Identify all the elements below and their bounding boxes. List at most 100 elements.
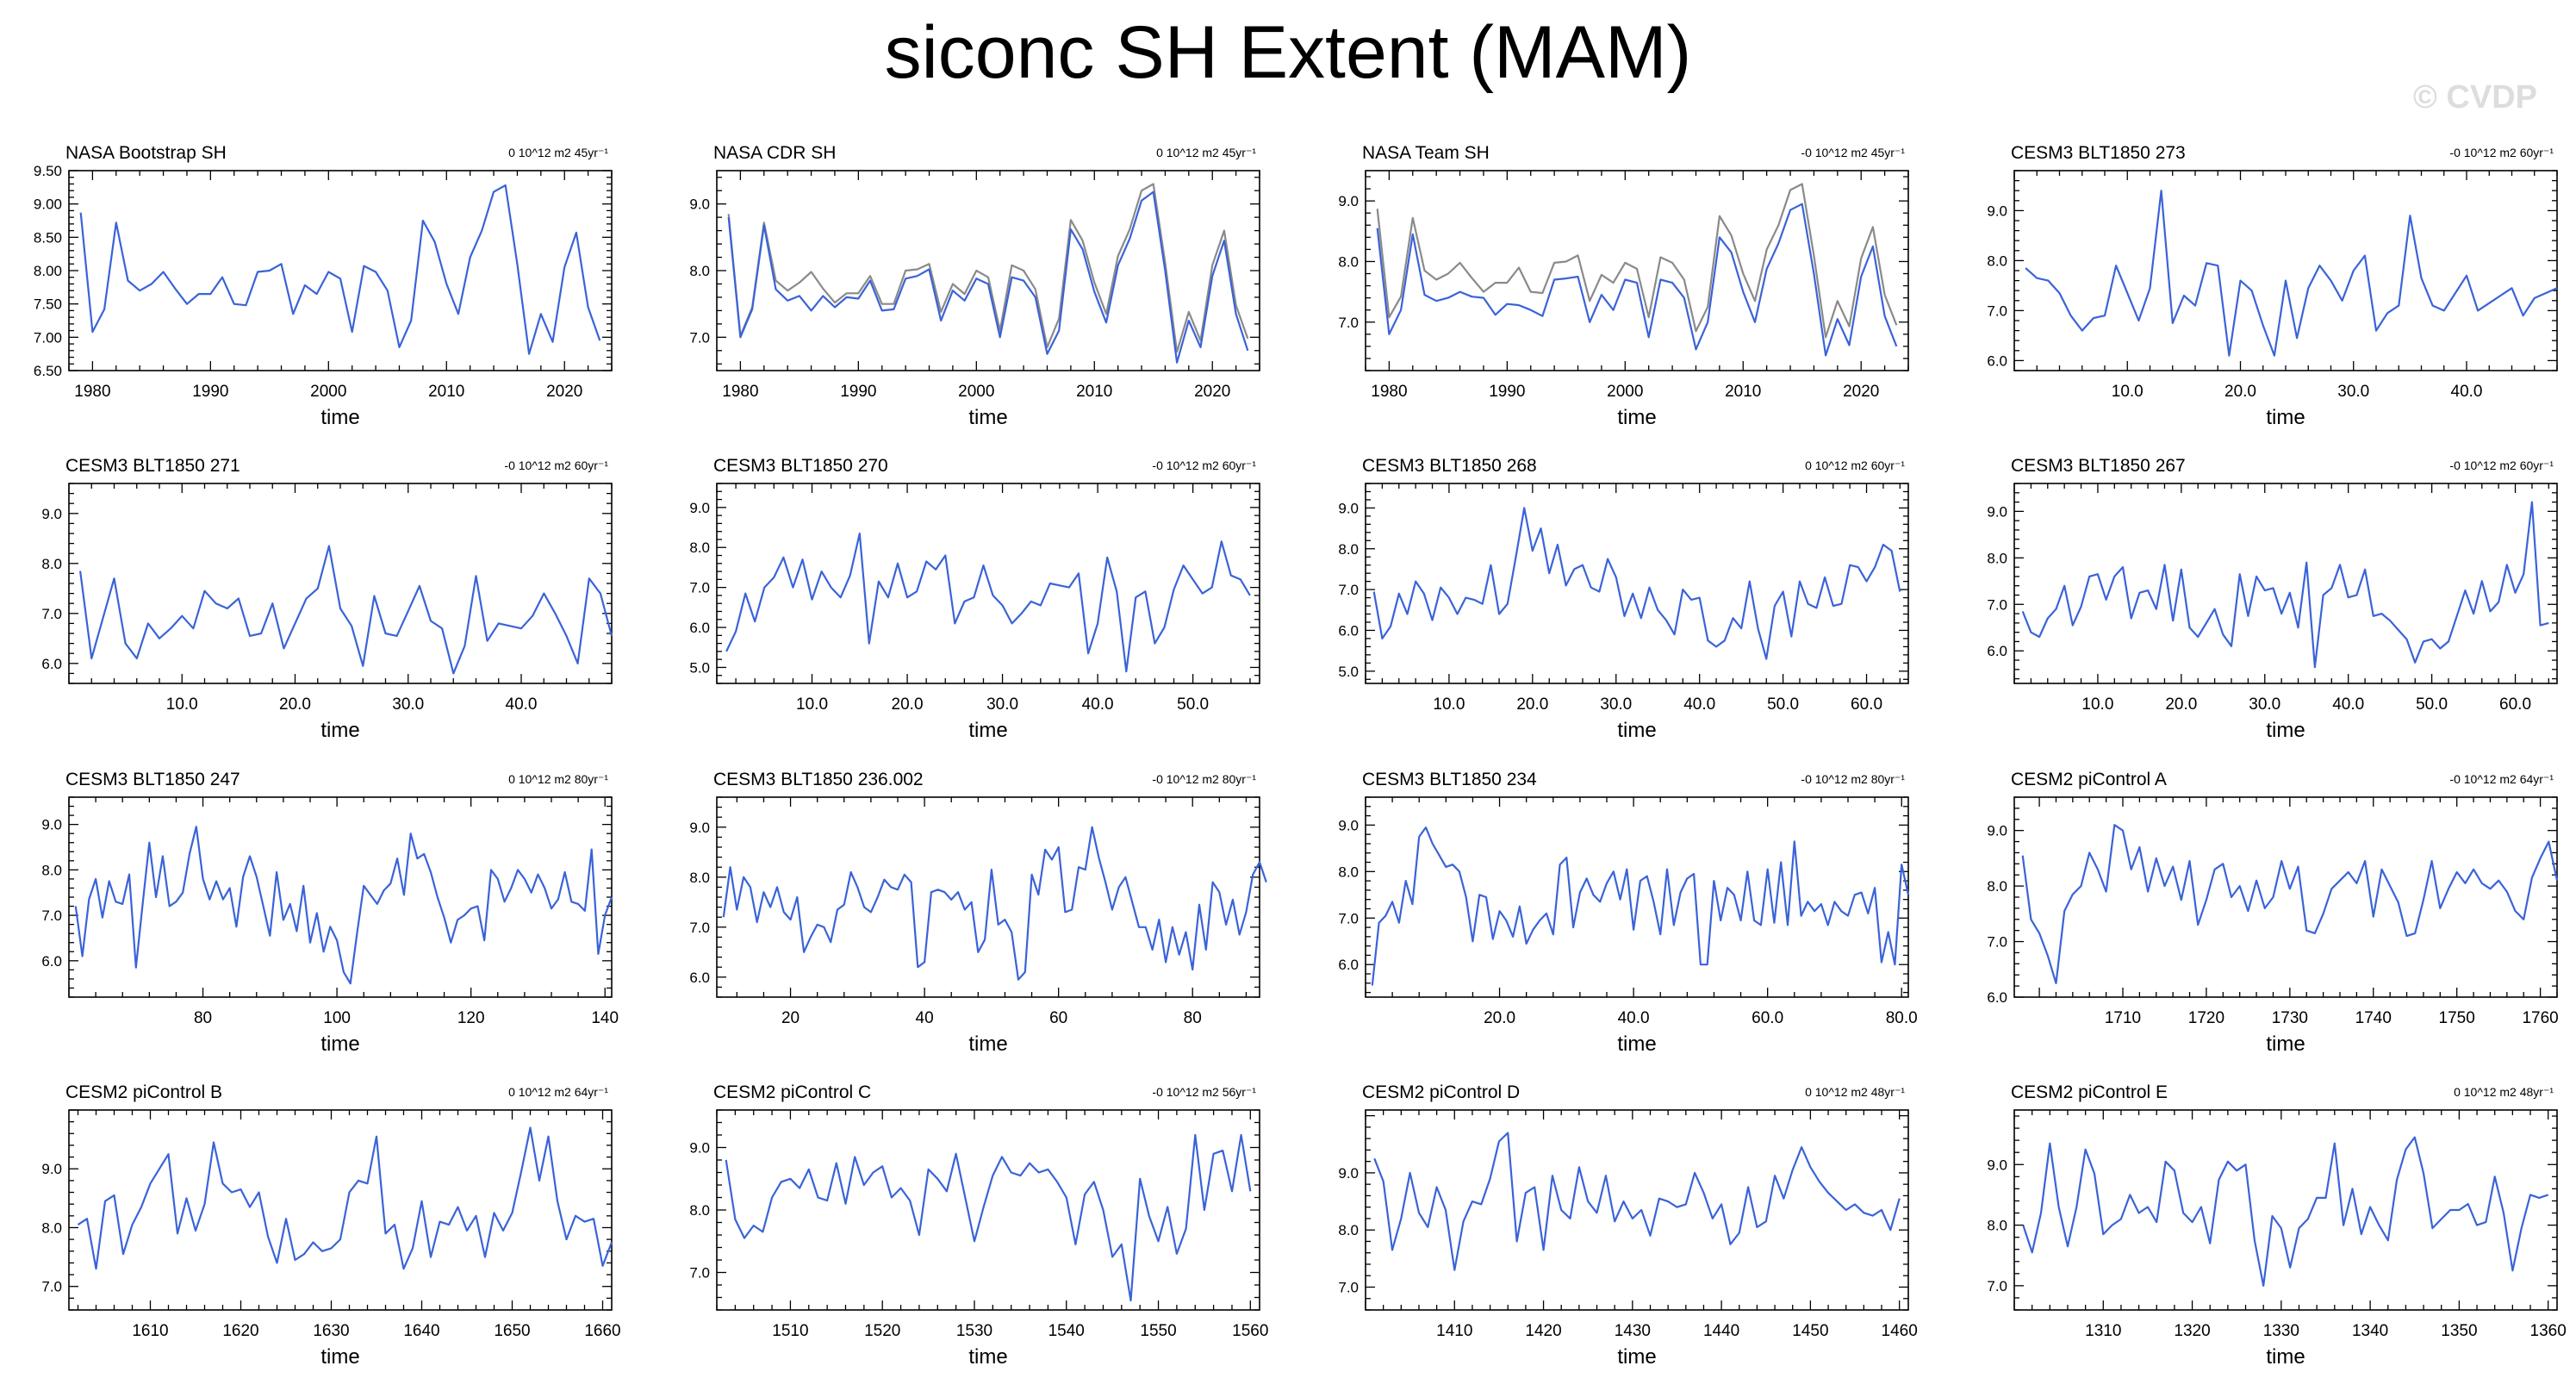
- y-tick-label: 6.0: [1987, 352, 2007, 369]
- x-tick-label: 30.0: [2337, 383, 2369, 401]
- plot-frame: [68, 1109, 613, 1311]
- trend-label: -0 10^12 m2 60yr⁻¹: [2449, 458, 2554, 472]
- trend-label: -0 10^12 m2 56yr⁻¹: [1152, 1085, 1256, 1099]
- panel-title: CESM3 BLT1850 234: [1362, 770, 1537, 789]
- x-tick-label: 1560: [1232, 1322, 1268, 1340]
- y-tick-label: 8.0: [1987, 1218, 2007, 1234]
- y-tick-label: 7.0: [1987, 596, 2007, 613]
- plot-frame: [2013, 170, 2558, 371]
- x-tick-label: 40.0: [1082, 695, 1114, 714]
- y-tick-label: 7.50: [34, 296, 62, 313]
- y-tick-label: 7.0: [1338, 1279, 1359, 1295]
- y-tick-label: 7.0: [1987, 1278, 2007, 1294]
- x-axis-label: time: [320, 406, 359, 429]
- series-line: [2021, 824, 2559, 985]
- chart-panel: CESM3 BLT1850 270 -0 10^12 m2 60yr⁻¹ 10.0 2…: [689, 456, 1260, 742]
- x-tick-label: 1520: [864, 1322, 900, 1340]
- panel-title: CESM3 BLT1850 247: [65, 770, 240, 789]
- x-tick-label: 1740: [2355, 1009, 2392, 1027]
- chart-panel: CESM3 BLT1850 234 -0 10^12 m2 80yr⁻¹ 20.0 4…: [1338, 770, 1917, 1056]
- panel-title: CESM2 piControl B: [65, 1082, 222, 1102]
- series-line: [2022, 1136, 2549, 1288]
- y-tick-label: 8.00: [34, 263, 62, 279]
- x-tick-label: 40.0: [1618, 1009, 1650, 1027]
- y-tick-label: 7.0: [689, 329, 710, 346]
- x-tick-label: 1320: [2174, 1322, 2210, 1340]
- x-tick-label: 2010: [1076, 383, 1112, 401]
- x-tick-label: 1640: [403, 1322, 439, 1340]
- chart-panel: NASA Team SH -0 10^12 m2 45yr⁻¹ 1980 1990 20…: [1338, 143, 1909, 429]
- series-line: [77, 1126, 613, 1270]
- plot-frame: [716, 483, 1260, 684]
- x-tick-label: 30.0: [986, 695, 1018, 714]
- x-tick-label: 10.0: [1433, 695, 1465, 714]
- x-tick-label: 1760: [2522, 1009, 2558, 1027]
- trend-label: -0 10^12 m2 60yr⁻¹: [504, 458, 608, 472]
- y-tick-label: 8.0: [1338, 864, 1359, 880]
- x-tick-label: 20.0: [2165, 695, 2197, 714]
- y-tick-label: 5.0: [689, 659, 710, 676]
- chart-panel: CESM3 BLT1850 268 0 10^12 m2 60yr⁻¹ 10.0 20…: [1338, 456, 1909, 742]
- x-tick-label: 1330: [2263, 1322, 2299, 1340]
- y-tick-label: 9.0: [689, 196, 710, 213]
- x-tick-label: 1660: [584, 1322, 620, 1340]
- series-line: [74, 826, 613, 985]
- trend-label: 0 10^12 m2 80yr⁻¹: [508, 772, 608, 786]
- x-tick-label: 20.0: [2224, 383, 2256, 401]
- trend-label: 0 10^12 m2 60yr⁻¹: [1805, 458, 1905, 472]
- panel-title: CESM2 piControl A: [2011, 770, 2167, 789]
- trend-label: -0 10^12 m2 45yr⁻¹: [1801, 146, 1905, 159]
- y-tick-label: 9.0: [1338, 193, 1359, 209]
- trend-label: -0 10^12 m2 64yr⁻¹: [2449, 772, 2554, 786]
- panel-title: NASA Team SH: [1362, 143, 1490, 163]
- chart-panel: CESM2 piControl E 0 10^12 m2 48yr⁻¹ 1310 13…: [1987, 1082, 2566, 1369]
- y-tick-label: 7.0: [1987, 302, 2007, 319]
- x-tick-label: 60.0: [1851, 695, 1882, 714]
- x-tick-label: 1720: [2188, 1009, 2224, 1027]
- y-tick-label: 6.0: [689, 620, 710, 636]
- x-axis-label: time: [968, 406, 1007, 429]
- y-tick-label: 7.00: [34, 329, 62, 346]
- y-tick-label: 7.0: [1338, 910, 1359, 926]
- chart-panel: CESM2 piControl C -0 10^12 m2 56yr⁻¹ 1510 1…: [689, 1082, 1268, 1369]
- plot-frame: [68, 483, 613, 684]
- series-line: [725, 532, 1251, 673]
- x-tick-label: 60.0: [1752, 1009, 1783, 1027]
- x-axis-label: time: [2266, 719, 2305, 742]
- chart-panel: CESM3 BLT1850 271 -0 10^12 m2 60yr⁻¹ 10.0 2…: [41, 456, 613, 742]
- x-tick-label: 100: [323, 1009, 351, 1027]
- x-axis-label: time: [2266, 1032, 2305, 1056]
- x-axis-label: time: [1617, 1032, 1656, 1056]
- trend-label: 0 10^12 m2 48yr⁻¹: [2454, 1085, 2554, 1099]
- panel-title: CESM2 piControl D: [1362, 1082, 1520, 1102]
- x-tick-label: 2020: [546, 383, 582, 401]
- x-tick-label: 1550: [1140, 1322, 1176, 1340]
- y-tick-label: 8.0: [1338, 253, 1359, 270]
- x-tick-label: 1750: [2439, 1009, 2475, 1027]
- plot-frame: [1365, 483, 1909, 684]
- x-tick-label: 40.0: [2332, 695, 2364, 714]
- x-axis-label: time: [2266, 1345, 2305, 1369]
- x-tick-label: 20: [781, 1009, 800, 1027]
- y-tick-label: 7.0: [1987, 934, 2007, 951]
- trend-label: 0 10^12 m2 45yr⁻¹: [1156, 146, 1256, 159]
- x-tick-label: 10.0: [166, 695, 198, 714]
- plot-frame: [1365, 1109, 1909, 1311]
- x-axis-label: time: [968, 719, 1007, 742]
- y-tick-label: 9.0: [1987, 1157, 2007, 1173]
- x-tick-label: 10.0: [2112, 383, 2144, 401]
- x-axis-label: time: [2266, 406, 2305, 429]
- panel-title: CESM3 BLT1850 268: [1362, 456, 1537, 476]
- x-tick-label: 140: [591, 1009, 619, 1027]
- panel-title: NASA Bootstrap SH: [65, 143, 227, 163]
- cvdp-watermark: © CVDP: [2412, 79, 2537, 115]
- x-tick-label: 2000: [958, 383, 994, 401]
- x-tick-label: 1340: [2352, 1322, 2388, 1340]
- page-title: siconc SH Extent (MAM): [884, 11, 1692, 94]
- x-tick-label: 1530: [956, 1322, 992, 1340]
- x-tick-label: 1990: [1489, 383, 1525, 401]
- y-tick-label: 6.0: [1338, 622, 1359, 639]
- series-line: [1371, 826, 1910, 986]
- x-tick-label: 120: [457, 1009, 485, 1027]
- x-tick-label: 10.0: [2081, 695, 2113, 714]
